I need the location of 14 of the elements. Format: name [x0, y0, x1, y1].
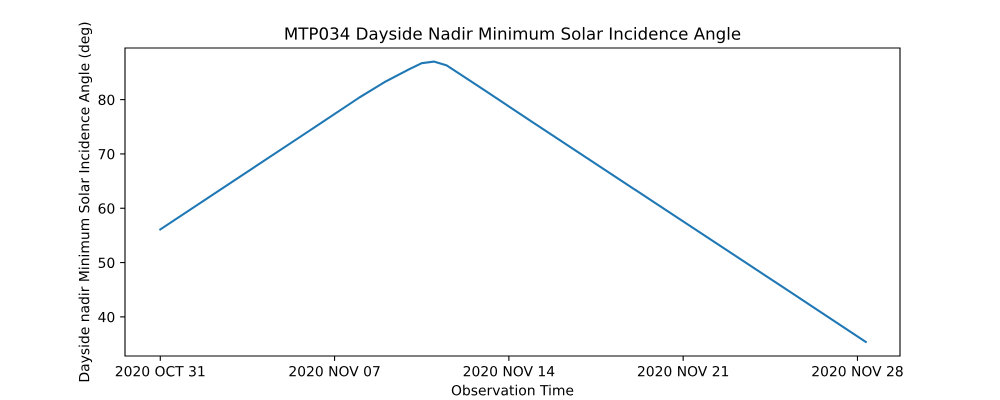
y-tick-label: 80	[98, 94, 114, 106]
y-tick-label: 40	[98, 312, 114, 322]
x-tick-label: 2020 OCT 31	[116, 366, 204, 376]
y-tick-label: 70	[98, 148, 114, 160]
y-tick-label: 50	[98, 258, 114, 268]
y-axis-title: Dayside nadir Minimum Solar Incidence Angle (deg)	[78, 22, 92, 382]
x-tick-label: 2020 NOV 07	[289, 366, 380, 376]
chart-title: MTP034 Dayside Nadir Minimum Solar Incidence Angle	[286, 27, 740, 44]
x-tick-label: 2020 NOV 14	[464, 366, 554, 376]
x-tick-label: 2020 NOV 28	[812, 366, 903, 376]
x-axis-title: Observation Time	[452, 384, 574, 396]
line-series	[159, 60, 867, 343]
x-tick-label: 2020 NOV 21	[638, 366, 728, 376]
y-tick-label: 60	[98, 203, 114, 214]
